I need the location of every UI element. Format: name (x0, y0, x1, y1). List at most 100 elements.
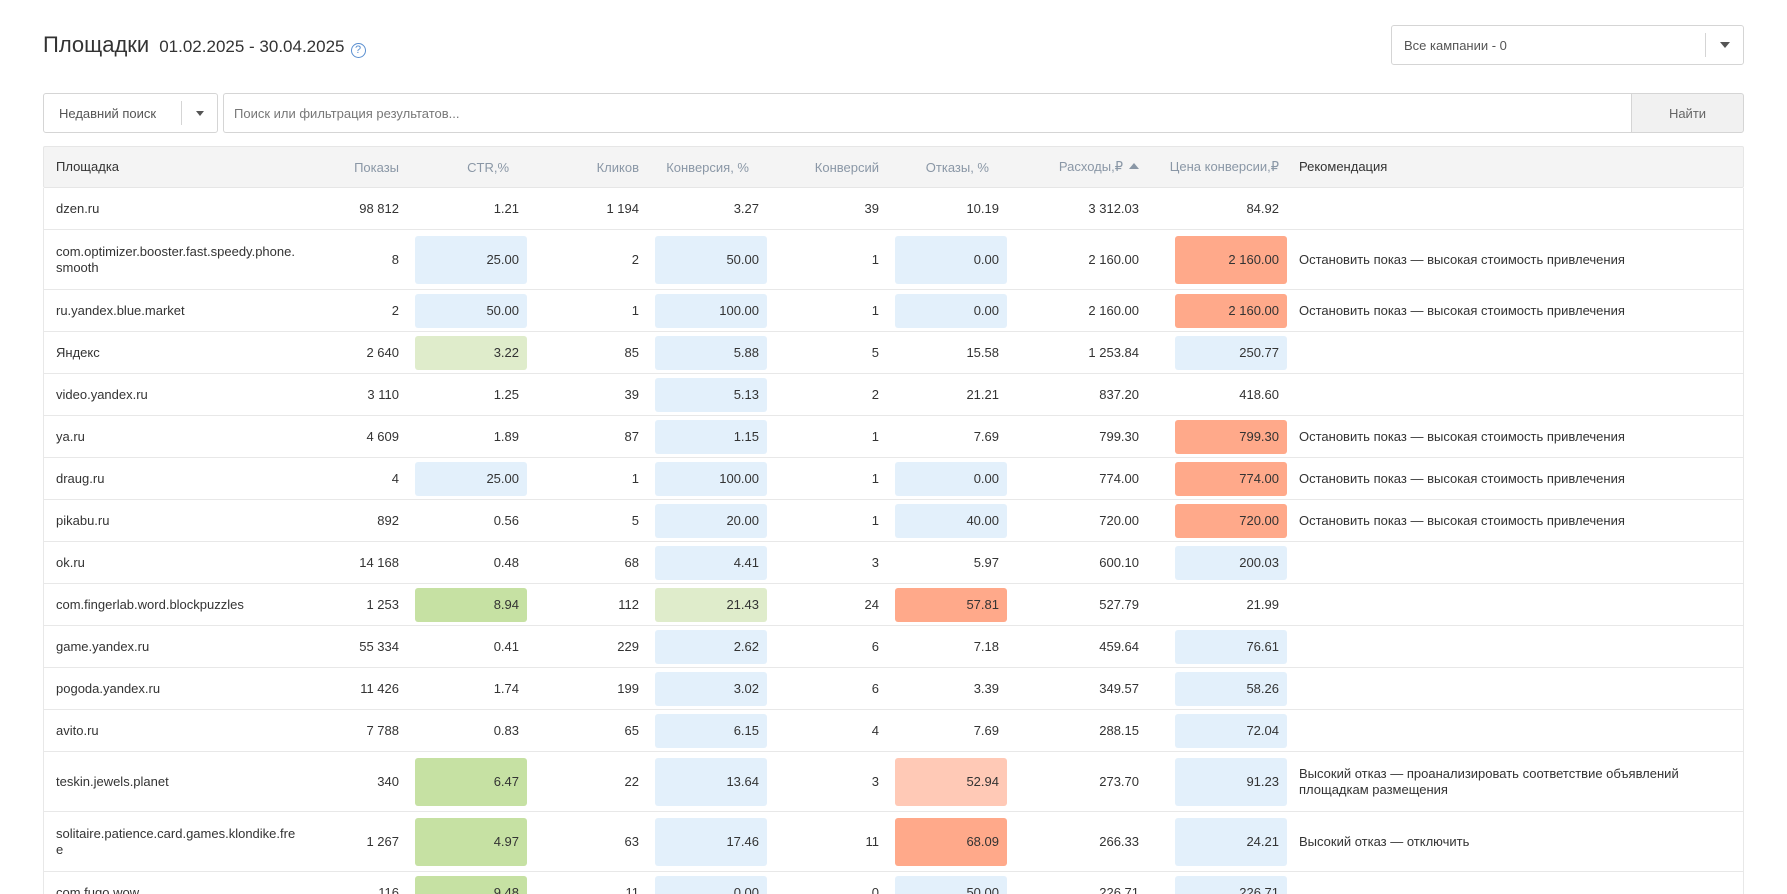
table-row[interactable]: ok.ru 14 168 0.48 68 4.41 3 5.97 600.10 200.03 (43, 542, 1744, 584)
table-row[interactable]: ya.ru 4 609 1.89 87 1.15 1 7.69 799.30 799.30 Ост… (43, 416, 1744, 458)
column-header-ctr[interactable]: CTR,% (467, 159, 509, 175)
cell-spend: 2 160.00 (1088, 252, 1139, 267)
cell-ctr: 3.22 (407, 335, 527, 370)
cell-clicks: 5 (631, 513, 639, 528)
table-row[interactable]: Яндекс 2 640 3.22 85 5.88 5 15.58 1 253.84 250.7… (43, 332, 1744, 374)
table-row[interactable]: teskin.jewels.planet 340 6.47 22 13.64 3 52.94… (43, 752, 1744, 812)
table-row[interactable]: pikabu.ru 892 0.56 5 20.00 1 40.00 720.00 720.00… (43, 500, 1744, 542)
cell-shows: 116 (378, 885, 399, 894)
cell-clicks: 68 (624, 555, 639, 570)
cell-conversions: 39 (864, 201, 879, 216)
cell-conversions: 1 (871, 429, 879, 444)
table-row[interactable]: game.yandex.ru 55 334 0.41 229 2.62 6 7.18 459.… (43, 626, 1744, 668)
cell-shows: 892 (377, 513, 399, 528)
cell-conversion-rate: 21.43 (647, 587, 767, 622)
column-header-conversions[interactable]: Конверсий (814, 159, 879, 175)
cell-spend: 288.15 (1099, 723, 1139, 738)
cell-ctr: 6.47 (407, 757, 527, 806)
table-row[interactable]: video.yandex.ru 3 110 1.25 39 5.13 2 21.21 837.… (43, 374, 1744, 416)
cell-spend: 2 160.00 (1088, 303, 1139, 318)
cell-shows: 1 267 (366, 834, 399, 849)
cell-shows: 14 168 (359, 555, 399, 570)
cell-price: 84.92 (1246, 201, 1279, 216)
cell-clicks: 11 (625, 885, 640, 894)
cell-spend: 774.00 (1099, 471, 1139, 486)
campaign-select-toggle[interactable] (1705, 33, 1743, 57)
column-header-bounce[interactable]: Отказы, % (925, 159, 989, 175)
cell-conversions: 0 (871, 885, 879, 894)
cell-conversion-rate: 3.02 (647, 671, 767, 706)
sort-up-icon (1129, 163, 1139, 169)
cell-price: 720.00 (1147, 503, 1287, 538)
cell-spend: 273.70 (1099, 774, 1139, 789)
cell-bounce: 3.39 (973, 681, 999, 696)
column-header-site[interactable]: Площадка (56, 159, 120, 174)
cell-conversions: 24 (864, 597, 879, 612)
cell-ctr: 4.97 (407, 817, 527, 866)
table-row[interactable]: avito.ru 7 788 0.83 65 6.15 4 7.69 288.15 72.04 (43, 710, 1744, 752)
chevron-down-icon (195, 110, 204, 116)
cell-shows: 7 788 (366, 723, 399, 738)
recent-search-dropdown[interactable]: Недавний поиск (43, 93, 218, 133)
cell-shows: 2 (391, 303, 399, 318)
cell-price: 799.30 (1147, 419, 1287, 454)
cell-conversion-rate: 6.15 (647, 713, 767, 748)
cell-conversions: 1 (871, 252, 879, 267)
find-button[interactable]: Найти (1631, 93, 1744, 133)
cell-recommendation: Остановить показ — высокая стоимость при… (1299, 470, 1625, 486)
campaign-select-value: Все кампании - 0 (1404, 37, 1507, 53)
campaign-select[interactable]: Все кампании - 0 (1391, 25, 1744, 65)
cell-clicks: 22 (624, 774, 639, 789)
recent-search-label: Недавний поиск (59, 105, 157, 121)
cell-site: com.optimizer.booster.fast.speedy.phone.… (56, 243, 295, 275)
table-row[interactable]: solitaire.patience.card.games.klondike.f… (43, 812, 1744, 872)
cell-bounce: 40.00 (887, 503, 1007, 538)
help-icon[interactable]: ? (350, 42, 366, 58)
cell-conversions: 6 (871, 681, 879, 696)
cell-conversions: 4 (871, 723, 879, 738)
column-header-clicks[interactable]: Кликов (596, 159, 639, 175)
page-header: Площадки 01.02.2025 - 30.04.2025 ? (43, 32, 366, 58)
cell-recommendation: Высокий отказ — проанализировать соответ… (1299, 765, 1679, 797)
cell-recommendation: Высокий отказ — отключить (1299, 833, 1470, 849)
sites-table: Площадка Показы CTR,% Кликов Конверсия, … (43, 146, 1744, 894)
column-header-recommendation[interactable]: Рекомендация (1299, 159, 1388, 174)
cell-clicks: 1 (631, 471, 639, 486)
cell-bounce: 68.09 (887, 817, 1007, 866)
table-row[interactable]: draug.ru 4 25.00 1 100.00 1 0.00 774.00 774.00 Ос… (43, 458, 1744, 500)
cell-bounce: 21.21 (966, 387, 999, 402)
cell-clicks: 63 (624, 834, 639, 849)
cell-price: 2 160.00 (1147, 293, 1287, 328)
cell-clicks: 112 (618, 597, 639, 612)
cell-price: 2 160.00 (1147, 235, 1287, 284)
table-row[interactable]: pogoda.yandex.ru 11 426 1.74 199 3.02 6 3.39 34… (43, 668, 1744, 710)
cell-spend: 226.71 (1099, 885, 1139, 894)
cell-clicks: 87 (624, 429, 639, 444)
cell-conversions: 5 (871, 345, 879, 360)
cell-bounce: 0.00 (887, 461, 1007, 496)
cell-bounce: 57.81 (887, 587, 1007, 622)
table-row[interactable]: dzen.ru 98 812 1.21 1 194 3.27 39 10.19 3 312.0… (43, 188, 1744, 230)
cell-ctr: 8.94 (407, 587, 527, 622)
cell-spend: 3 312.03 (1088, 201, 1139, 216)
table-row[interactable]: com.fingerlab.word.blockpuzzles 1 253 8.94… (43, 584, 1744, 626)
cell-bounce: 7.69 (973, 723, 999, 738)
search-input[interactable] (223, 93, 1631, 133)
recent-search-toggle[interactable] (181, 101, 217, 125)
table-row[interactable]: com.optimizer.booster.fast.speedy.phone.… (43, 230, 1744, 290)
cell-price: 200.03 (1147, 545, 1287, 580)
column-header-price[interactable]: Цена конверсии,₽ (1169, 159, 1279, 174)
cell-conversion-rate: 50.00 (647, 235, 767, 284)
cell-conversions: 3 (871, 555, 879, 570)
cell-clicks: 1 (631, 303, 639, 318)
cell-price: 21.99 (1246, 597, 1279, 612)
cell-bounce: 0.00 (887, 293, 1007, 328)
column-header-conversion-rate[interactable]: Конверсия, % (666, 159, 749, 175)
column-header-spend[interactable]: Расходы,₽ (1007, 159, 1147, 175)
column-header-shows[interactable]: Показы (354, 159, 399, 175)
table-row[interactable]: com.fugo.wow 116 9.48 11 0.00 0 50.00 226.71 226… (43, 872, 1744, 894)
cell-shows: 4 609 (366, 429, 399, 444)
table-row[interactable]: ru.yandex.blue.market 2 50.00 1 100.00 1 0.00 2… (43, 290, 1744, 332)
cell-site: avito.ru (56, 722, 99, 738)
cell-site: video.yandex.ru (56, 386, 148, 402)
